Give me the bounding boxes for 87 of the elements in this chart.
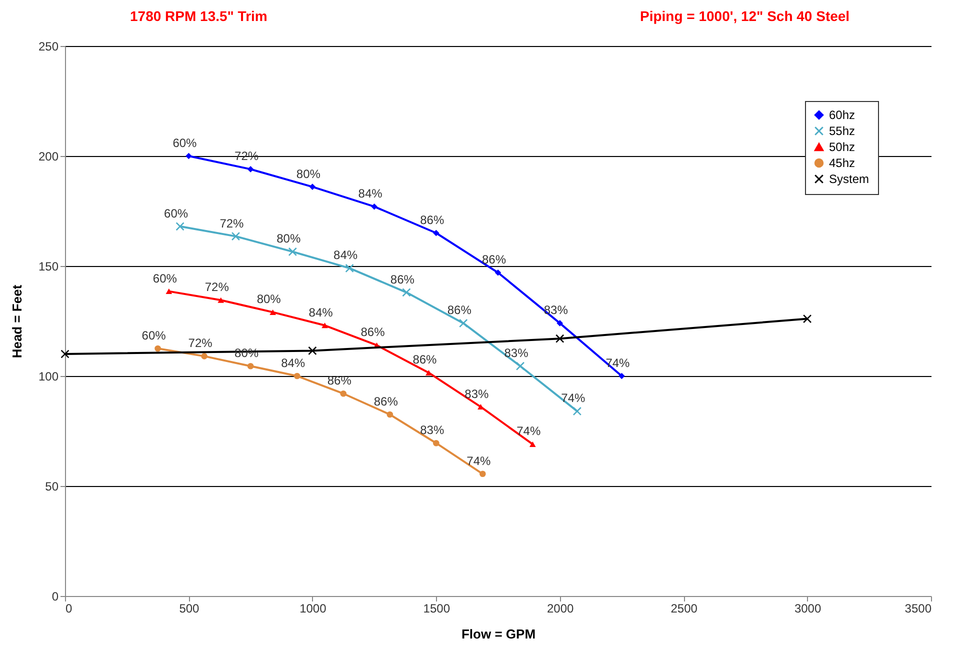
annotation: 83% [504,346,529,360]
x-tick-label: 3000 [794,602,822,616]
point [154,345,161,352]
legend-label: 60hz [829,108,856,122]
annotation: 72% [188,336,213,350]
annotation: 84% [358,186,383,201]
annotation: 83% [464,386,490,401]
legend-label: 45hz [829,156,856,170]
annotation: 86% [390,272,415,286]
x-tick-label: 3500 [904,602,932,616]
point [322,322,328,328]
annotation: 74% [516,424,541,438]
annotation: 86% [412,352,438,367]
point [309,184,316,190]
point [247,166,254,172]
annotation: 83% [420,423,444,438]
y-tick-label: 50 [45,480,59,494]
x-tick-label: 500 [179,602,200,616]
annotation: 74% [561,391,586,406]
legend-label: 50hz [829,140,856,154]
point [479,470,486,478]
annotation: 60% [164,206,188,220]
point [432,440,440,446]
point [371,203,378,210]
annotation: 74% [466,454,491,468]
point [294,372,300,380]
point [231,232,240,241]
point [432,230,440,236]
point [386,411,394,418]
y-tick-label: 250 [38,40,59,54]
point [802,314,812,324]
annotation: 84% [308,305,334,320]
annotation: 86% [420,213,444,227]
annotation: 80% [296,166,321,181]
annotation: 84% [281,356,306,370]
point [572,406,582,416]
point [340,390,347,397]
annotation: 86% [374,394,398,408]
annotation: 72% [220,216,244,230]
point [402,288,411,297]
chart-title: 1780 RPM 13.5" Trim [130,8,268,24]
point [426,370,432,376]
point [529,441,536,447]
point [288,247,297,256]
annotation: 86% [482,252,506,267]
point [218,297,224,303]
annotation: 60% [172,136,198,150]
point [516,362,525,370]
annotation: 80% [256,292,282,306]
y-tick-label: 150 [38,260,59,274]
point [247,362,254,370]
x-axis-title: Flow = GPM [461,626,536,642]
y-tick-label: 200 [38,150,59,164]
annotation: 83% [544,303,568,318]
x-tick-label: 1500 [423,602,450,616]
point [556,334,564,343]
point [201,353,208,360]
point [270,309,276,315]
point [308,346,317,356]
y-tick-label: 100 [38,370,59,384]
point [618,372,625,380]
point [556,320,564,326]
x-tick-label: 2000 [547,602,574,616]
point [459,318,468,328]
point [166,288,172,294]
annotation: 72% [204,280,230,294]
point [60,350,70,358]
legend-label: System [829,172,870,186]
point [176,222,184,231]
annotation: 74% [606,356,630,370]
point [186,152,192,160]
annotation: 60% [152,271,178,286]
chart-subtitle: Piping = 1000', 12" Sch 40 Steel [640,8,850,24]
x-tick-label: 0 [66,602,72,616]
x-tick-label: 1000 [300,602,327,616]
point [494,269,502,276]
x-tick-label: 2500 [670,602,698,616]
legend-label: 55hz [829,124,856,138]
annotation: 80% [276,232,301,246]
annotation: 84% [334,248,358,262]
annotation: 86% [327,374,352,388]
y-axis-title: Head = Feet [9,284,24,358]
annotation: 86% [447,303,472,318]
annotation: 86% [360,325,386,340]
annotation: 60% [142,328,166,342]
point [345,264,354,273]
y-tick-label: 0 [52,590,59,604]
